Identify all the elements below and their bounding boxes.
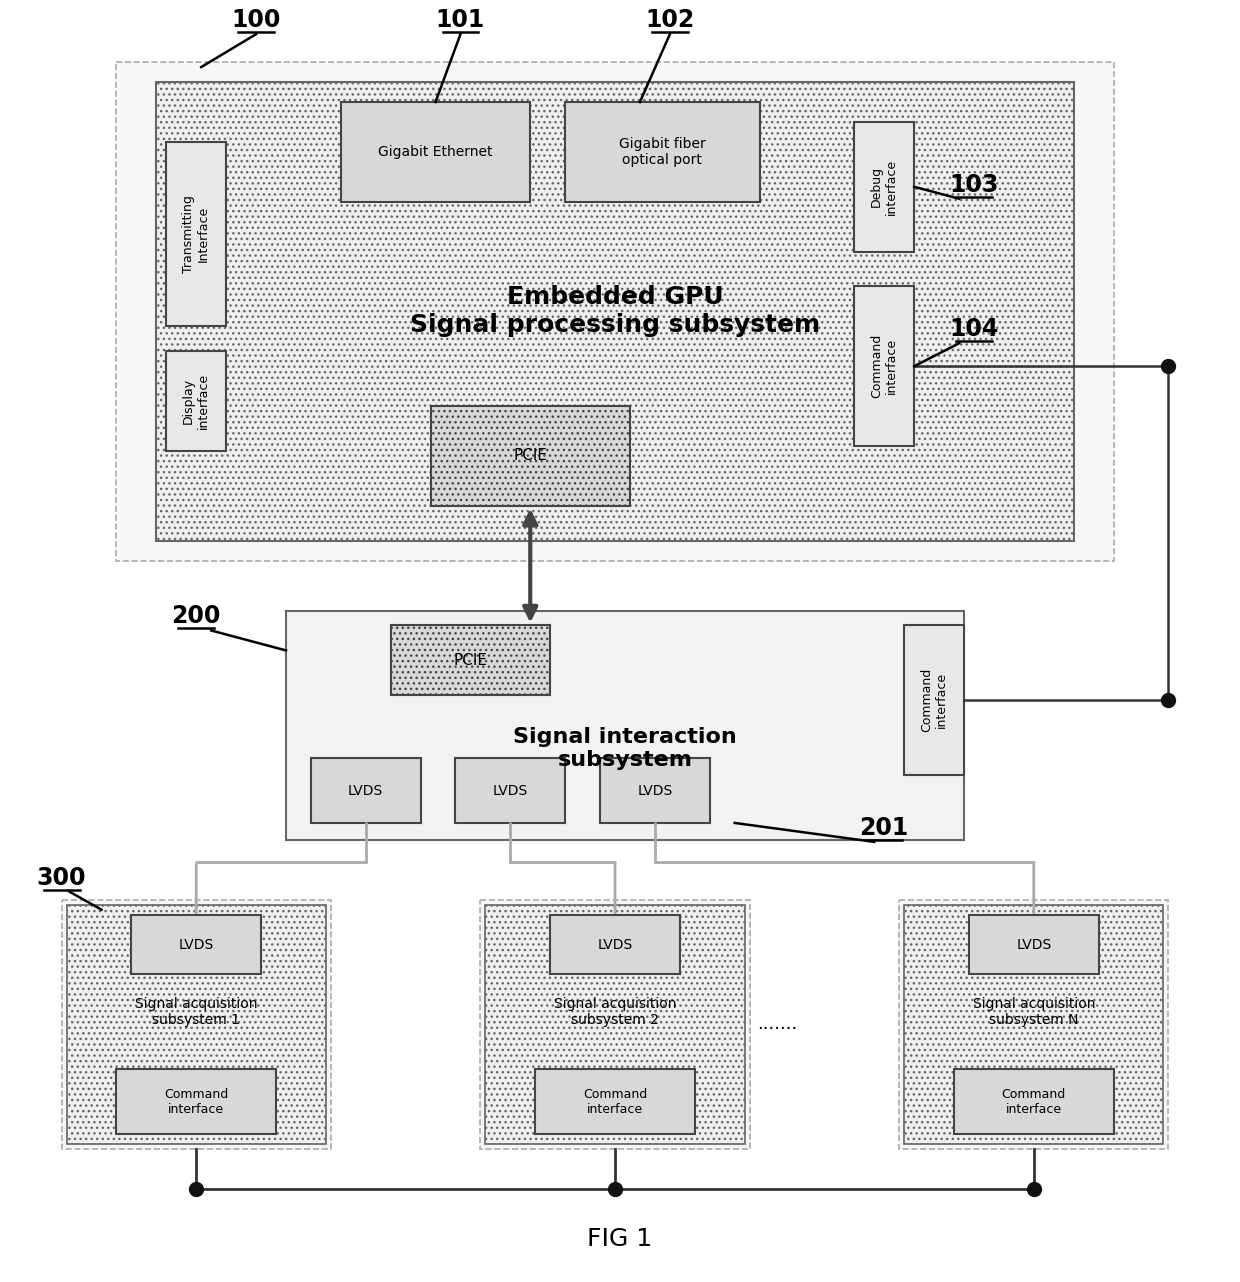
- Text: Command
interface: Command interface: [870, 335, 898, 399]
- Text: Command
interface: Command interface: [583, 1087, 647, 1115]
- Text: 101: 101: [435, 8, 485, 32]
- Bar: [854, 286, 914, 446]
- Bar: [62, 900, 331, 1149]
- Text: Display
interface: Display interface: [182, 373, 211, 429]
- Bar: [156, 82, 1074, 541]
- Bar: [480, 900, 750, 1149]
- Bar: [968, 914, 1099, 974]
- Text: .......: .......: [758, 1015, 797, 1033]
- Bar: [904, 905, 1163, 1144]
- Text: Signal acquisition
subsystem 2: Signal acquisition subsystem 2: [554, 997, 676, 1027]
- Text: LVDS: LVDS: [492, 783, 528, 797]
- Text: 300: 300: [37, 865, 87, 890]
- Text: 201: 201: [859, 815, 909, 840]
- Bar: [430, 406, 630, 506]
- Text: LVDS: LVDS: [637, 783, 672, 797]
- Text: Command
interface: Command interface: [920, 668, 949, 732]
- Bar: [565, 103, 760, 201]
- Text: Command
interface: Command interface: [1002, 1087, 1066, 1115]
- Bar: [600, 758, 709, 823]
- Bar: [536, 1069, 694, 1135]
- Bar: [166, 142, 226, 327]
- Bar: [485, 905, 745, 1144]
- Text: 104: 104: [950, 318, 998, 341]
- Text: LVDS: LVDS: [1017, 937, 1052, 951]
- Bar: [455, 758, 565, 823]
- Bar: [311, 758, 420, 823]
- Text: 100: 100: [232, 8, 280, 32]
- Text: Transmitting
Interface: Transmitting Interface: [182, 195, 211, 273]
- Text: Signal acquisition
subsystem 1: Signal acquisition subsystem 1: [135, 997, 258, 1027]
- Bar: [131, 914, 262, 974]
- Bar: [954, 1069, 1114, 1135]
- Text: Embedded GPU
Signal processing subsystem: Embedded GPU Signal processing subsystem: [410, 286, 820, 337]
- Text: Signal interaction
subsystem: Signal interaction subsystem: [513, 727, 737, 769]
- Text: LVDS: LVDS: [179, 937, 213, 951]
- Text: PCIE: PCIE: [454, 653, 487, 668]
- Bar: [166, 351, 226, 451]
- Text: Gigabit Ethernet: Gigabit Ethernet: [378, 145, 492, 159]
- Bar: [904, 626, 963, 776]
- Text: LVDS: LVDS: [598, 937, 632, 951]
- Bar: [117, 1069, 277, 1135]
- Bar: [854, 122, 914, 251]
- Text: Debug
interface: Debug interface: [870, 159, 898, 215]
- Bar: [117, 62, 1114, 560]
- Text: 103: 103: [950, 173, 998, 196]
- Bar: [899, 900, 1168, 1149]
- Text: Signal acquisition
subsystem N: Signal acquisition subsystem N: [972, 997, 1095, 1027]
- Text: 102: 102: [645, 8, 694, 32]
- Text: FIG 1: FIG 1: [588, 1227, 652, 1251]
- Bar: [286, 610, 963, 840]
- Text: Command
interface: Command interface: [164, 1087, 228, 1115]
- Bar: [341, 103, 531, 201]
- Text: PCIE: PCIE: [513, 449, 547, 464]
- Text: LVDS: LVDS: [348, 783, 383, 797]
- Text: 200: 200: [171, 605, 221, 628]
- Bar: [391, 626, 551, 695]
- Bar: [67, 905, 326, 1144]
- Bar: [551, 914, 680, 974]
- Text: Gigabit fiber
optical port: Gigabit fiber optical port: [619, 137, 706, 167]
